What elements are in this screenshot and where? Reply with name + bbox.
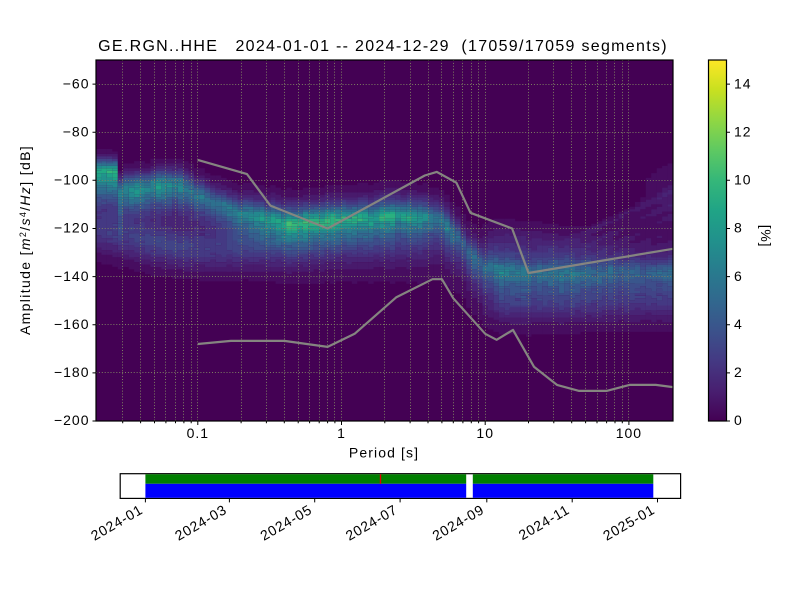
- svg-text:14: 14: [734, 75, 752, 91]
- svg-text:Period [s]: Period [s]: [349, 445, 419, 461]
- svg-text:−120: −120: [54, 220, 90, 236]
- svg-text:−140: −140: [54, 268, 90, 284]
- svg-text:10: 10: [734, 172, 752, 188]
- svg-text:6: 6: [734, 268, 743, 284]
- svg-text:−100: −100: [54, 172, 90, 188]
- svg-text:1: 1: [337, 425, 346, 441]
- svg-text:12: 12: [734, 123, 752, 139]
- svg-text:10: 10: [476, 425, 494, 441]
- svg-text:[%]: [%]: [758, 225, 774, 248]
- svg-text:GE.RGN..HHE 2024-01-01 -- 20: GE.RGN..HHE 2024-01-01 -- 2024-12-29 (17…: [98, 38, 668, 55]
- svg-text:Amplitude [m2/s4/Hz] [dB]: Amplitude [m2/s4/Hz] [dB]: [17, 145, 33, 335]
- svg-text:−60: −60: [63, 75, 90, 91]
- svg-text:8: 8: [734, 220, 743, 236]
- svg-text:−180: −180: [54, 364, 90, 380]
- svg-text:2: 2: [734, 364, 743, 380]
- svg-text:100: 100: [616, 425, 642, 441]
- svg-text:−80: −80: [63, 123, 90, 139]
- svg-text:−160: −160: [54, 316, 90, 332]
- svg-text:−200: −200: [54, 412, 90, 428]
- svg-text:0.1: 0.1: [187, 425, 209, 441]
- svg-text:0: 0: [734, 412, 743, 428]
- svg-text:4: 4: [734, 316, 743, 332]
